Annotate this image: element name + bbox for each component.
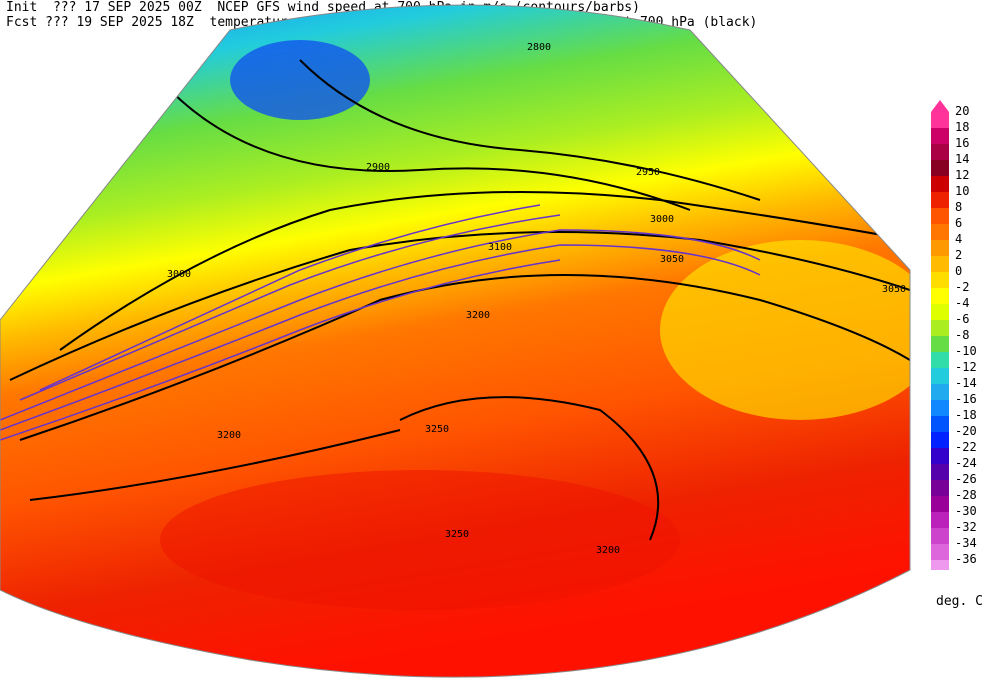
height-label: 3250 [445,529,469,540]
colorbar-swatch [931,384,949,400]
colorbar-tick-label: -4 [955,296,970,310]
colorbar-swatch [931,112,949,128]
colorbar-swatch [931,352,949,368]
colorbar-tick-label: 8 [955,200,963,214]
height-label: 2900 [366,162,390,173]
colorbar-swatch [931,192,949,208]
colorbar-swatch [931,560,949,570]
height-label: 3000 [167,269,191,280]
colorbar-swatch [931,400,949,416]
colorbar-tick-label: 16 [955,136,970,150]
colorbar-swatch [931,320,949,336]
colorbar-swatch [931,304,949,320]
colorbar-tick-label: 14 [955,152,970,166]
colorbar-tick-label: -22 [955,440,977,454]
colorbar-tick-label: -18 [955,408,977,422]
colorbar-swatch [931,528,949,544]
height-label: 3200 [217,430,241,441]
colorbar-tick-label: -2 [955,280,970,294]
height-contours [9,59,910,541]
colorbar-tick-label: -36 [955,552,977,566]
colorbar-swatch [931,512,949,528]
height-label: 3200 [596,545,620,556]
colorbar-swatch [931,224,949,240]
colorbar-tick-label: 20 [955,104,970,118]
colorbar-tick-label: -8 [955,328,970,342]
colorbar-swatch [931,432,949,448]
colorbar-tick-label: 12 [955,168,970,182]
height-label: 3050 [882,284,906,295]
colorbar-tick-label: 4 [955,232,963,246]
colorbar-tick-label: 0 [955,264,963,278]
colorbar-tick-label: 6 [955,216,963,230]
colorbar-tick-label: -16 [955,392,977,406]
colorbar-tick-label: -24 [955,456,977,470]
colorbar-tick-label: -6 [955,312,970,326]
colorbar-swatch [931,256,949,272]
map-annotations: 2900 2950 3000 3050 3200 3250 3200 3000 … [167,42,906,556]
map-boundary [0,4,911,678]
height-label: 3050 [660,254,684,265]
colorbar-tick-label: -12 [955,360,977,374]
colorbar-swatch [931,176,949,192]
wind-speed-contours [0,204,761,441]
colorbar-tick-label: 2 [955,248,963,262]
colorbar-tick-label: -32 [955,520,977,534]
colorbar-tick-label: 10 [955,184,970,198]
colorbar-tick-label: -34 [955,536,977,550]
colorbar-tick-label: -30 [955,504,977,518]
colorbar-unit: deg. C [936,594,983,609]
colorbar-swatch [931,160,949,176]
colorbar-tick-label: 18 [955,120,970,134]
height-label: 3100 [488,242,512,253]
colorbar-swatch [931,272,949,288]
colorbar-tick-label: -10 [955,344,977,358]
colorbar-swatch [931,208,949,224]
colorbar-tick-label: -14 [955,376,977,390]
colorbar-arrow [931,100,949,112]
colorbar-swatch [931,368,949,384]
colorbar-swatch [931,240,949,256]
colorbar-swatch [931,480,949,496]
colorbar-tick-label: -28 [955,488,977,502]
colorbar-tick-label: -26 [955,472,977,486]
height-label: 3200 [466,310,490,321]
colorbar-swatch [931,448,949,464]
height-label: 3000 [650,214,674,225]
colorbar-swatch [931,144,949,160]
height-label: 2800 [527,42,551,53]
colorbar-swatch [931,128,949,144]
height-label: 2950 [636,167,660,178]
colorbar-swatch [931,336,949,352]
colorbar-tick-label: -20 [955,424,977,438]
colorbar-swatch [931,288,949,304]
colorbar-swatch [931,464,949,480]
colorbar-swatch [931,544,949,560]
height-label: 3250 [425,424,449,435]
colorbar-swatch [931,416,949,432]
colorbar [931,100,949,570]
colorbar-swatch [931,496,949,512]
cold-core-region [230,40,370,120]
